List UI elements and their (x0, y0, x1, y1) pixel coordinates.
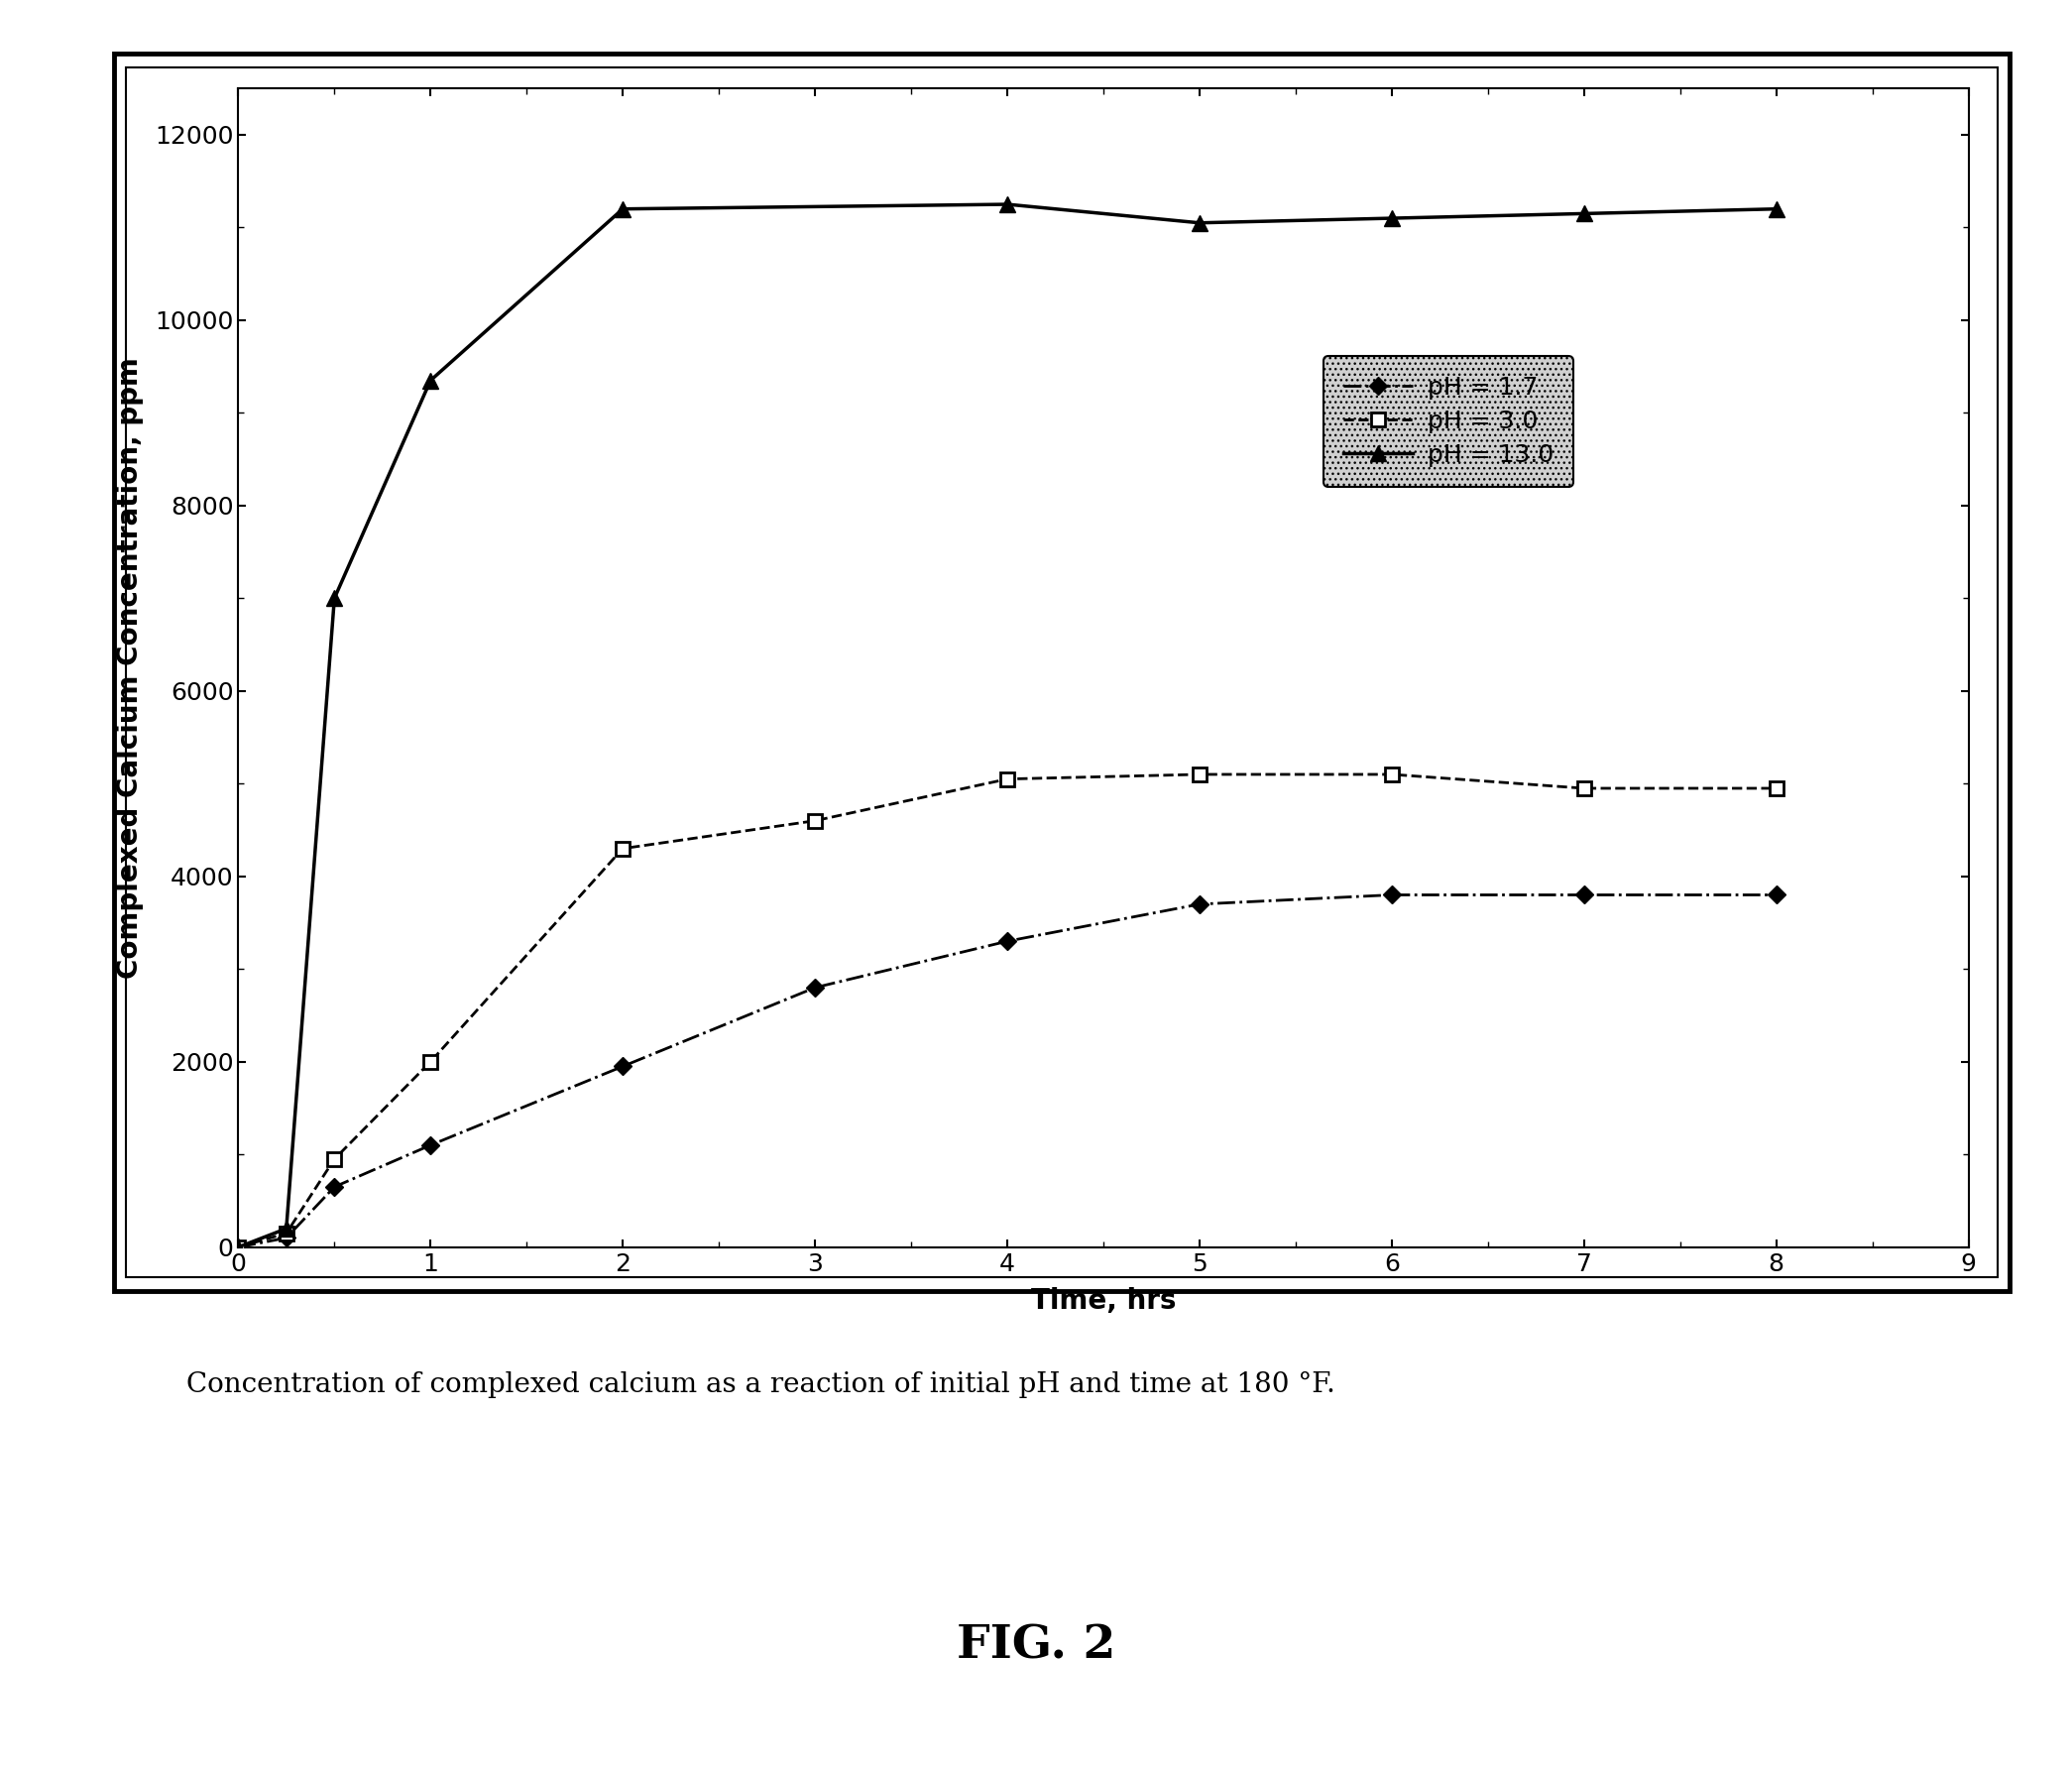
pH = 1.7 (1763, 884, 1788, 906)
pH = 13.0 (419, 370, 443, 391)
Line: pH = 3.0: pH = 3.0 (232, 768, 1784, 1254)
pH = 3.0 (1380, 764, 1405, 785)
pH = 1.7 (1187, 893, 1212, 915)
pH = 1.7 (1571, 884, 1595, 906)
pH = 13.0 (321, 587, 346, 609)
X-axis label: Time, hrs: Time, hrs (1030, 1286, 1177, 1314)
pH = 1.7 (274, 1228, 298, 1249)
pH = 1.7 (226, 1237, 251, 1258)
Line: pH = 1.7: pH = 1.7 (232, 888, 1782, 1254)
pH = 13.0 (226, 1237, 251, 1258)
pH = 13.0 (611, 198, 636, 219)
pH = 3.0 (419, 1051, 443, 1072)
Text: Concentration of complexed calcium as a reaction of initial pH and time at 180 °: Concentration of complexed calcium as a … (186, 1371, 1334, 1398)
pH = 13.0 (1571, 203, 1595, 225)
pH = 1.7 (321, 1176, 346, 1198)
pH = 3.0 (995, 768, 1019, 789)
pH = 13.0 (1187, 212, 1212, 234)
pH = 13.0 (274, 1219, 298, 1240)
pH = 3.0 (321, 1148, 346, 1169)
pH = 3.0 (274, 1222, 298, 1244)
pH = 3.0 (802, 810, 827, 831)
pH = 3.0 (1187, 764, 1212, 785)
pH = 3.0 (1763, 778, 1788, 800)
Text: FIG. 2: FIG. 2 (957, 1622, 1115, 1668)
pH = 3.0 (1571, 778, 1595, 800)
pH = 1.7 (419, 1134, 443, 1155)
pH = 13.0 (1380, 207, 1405, 228)
pH = 3.0 (611, 839, 636, 860)
pH = 1.7 (802, 976, 827, 998)
Y-axis label: Complexed Calcium Concentration, ppm: Complexed Calcium Concentration, ppm (116, 357, 143, 978)
Legend: pH = 1.7, pH = 3.0, pH = 13.0: pH = 1.7, pH = 3.0, pH = 13.0 (1324, 356, 1573, 486)
pH = 13.0 (1763, 198, 1788, 219)
pH = 1.7 (611, 1056, 636, 1077)
Line: pH = 13.0: pH = 13.0 (230, 196, 1784, 1254)
pH = 1.7 (1380, 884, 1405, 906)
pH = 1.7 (995, 930, 1019, 952)
pH = 3.0 (226, 1237, 251, 1258)
pH = 13.0 (995, 193, 1019, 214)
